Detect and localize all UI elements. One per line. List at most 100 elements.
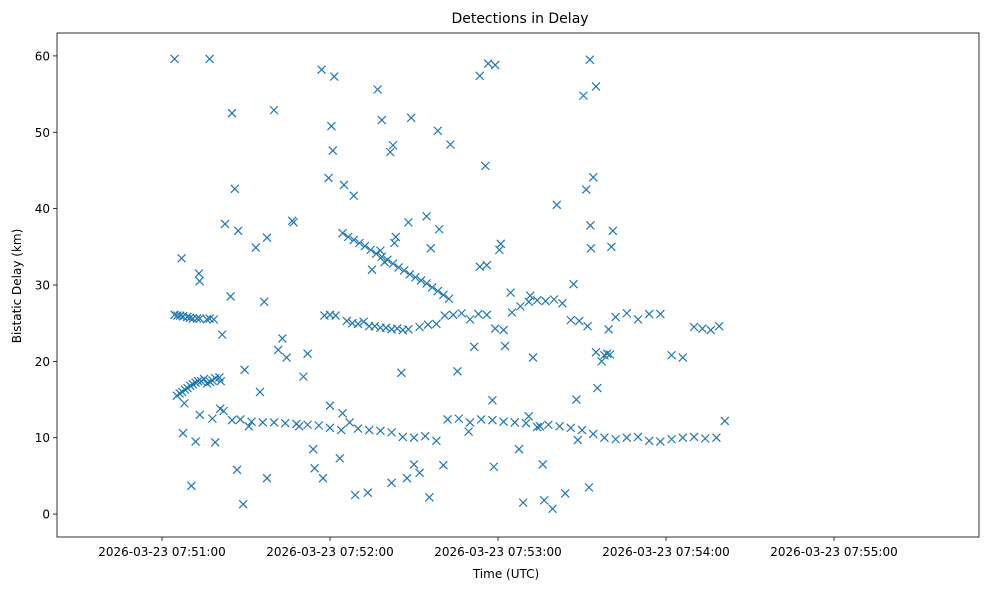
data-point [255,387,265,397]
data-point [549,295,559,304]
data-point [584,482,594,492]
data-point [496,239,506,249]
data-point [566,423,576,433]
data-point [335,453,345,463]
data-point [387,478,397,488]
data-point [402,473,412,483]
data-point [328,146,338,156]
data-point [457,308,467,318]
data-point [499,417,509,427]
data-point [588,429,598,439]
data-point [689,432,699,442]
data-point [480,161,490,171]
data-point [532,422,542,432]
data-point [443,414,453,424]
data-point [394,263,404,272]
data-point [482,260,492,270]
data-point [193,376,203,386]
data-point [251,243,261,253]
data-point [188,379,198,389]
data-point [560,489,570,498]
data-point [194,269,204,278]
data-point [667,434,677,444]
data-point [714,321,724,331]
data-point [377,115,387,125]
data-point [605,350,615,359]
data-point [438,460,448,470]
data-point [611,434,621,444]
data-point [240,365,250,375]
data-point [518,498,528,508]
data-point [325,401,335,411]
data-point [175,311,185,320]
data-point [360,241,370,251]
data-point [170,54,180,64]
y-axis: 0 10 20 30 40 50 60 [35,49,57,522]
data-point [205,54,215,64]
data-point [370,321,380,331]
data-point [191,378,201,388]
data-point [483,59,493,68]
data-point [230,184,240,194]
data-point [269,418,279,427]
data-point [655,309,665,319]
data-point [583,321,593,331]
x-tick-label: 2026-03-23 07:52:00 [266,545,393,559]
data-point [216,376,226,386]
data-point [326,121,336,131]
data-point [415,322,425,332]
data-point [329,72,339,81]
data-point [227,415,237,425]
data-point [247,417,257,427]
data-point [366,245,376,255]
data-point [667,350,677,360]
data-point [465,418,475,427]
data-point [557,298,567,308]
data-point [350,490,360,500]
data-point [599,433,609,443]
data-point [409,433,419,443]
data-point [440,311,450,320]
data-point [444,294,454,304]
data-point [289,217,299,227]
data-point [367,265,377,275]
data-point [244,421,254,431]
data-point [202,314,212,324]
data-point [398,432,408,442]
data-point [711,433,721,443]
x-tick-label: 2026-03-23 07:53:00 [434,545,561,559]
data-point [232,465,242,475]
data-point [410,272,420,282]
data-point [207,414,217,424]
y-tick-label: 60 [35,49,50,63]
data-point [606,242,616,252]
data-point [454,414,464,424]
x-axis: 2026-03-23 07:51:00 2026-03-23 07:52:00 20… [98,537,898,559]
data-point [585,221,595,230]
data-point [608,226,618,236]
data-point [465,314,475,324]
chart-title: Detections in Delay [451,11,588,27]
data-point [387,427,397,437]
data-point [678,353,688,362]
data-point [343,232,353,242]
data-point [409,460,419,469]
data-point [391,232,401,242]
y-tick-label: 0 [42,508,50,522]
data-point [371,249,381,259]
data-point [475,71,485,81]
data-point [178,428,188,438]
data-point [338,228,348,238]
data-point [433,126,443,136]
data-point [573,435,583,445]
data-point [195,314,205,324]
x-tick-label: 2026-03-23 07:51:00 [98,545,225,559]
data-point [464,427,474,437]
data-point [539,495,549,505]
data-point [521,418,531,428]
data-point [426,243,436,253]
data-point [217,330,227,340]
data-point [506,288,516,298]
data-point [574,316,584,326]
data-point [473,309,483,319]
